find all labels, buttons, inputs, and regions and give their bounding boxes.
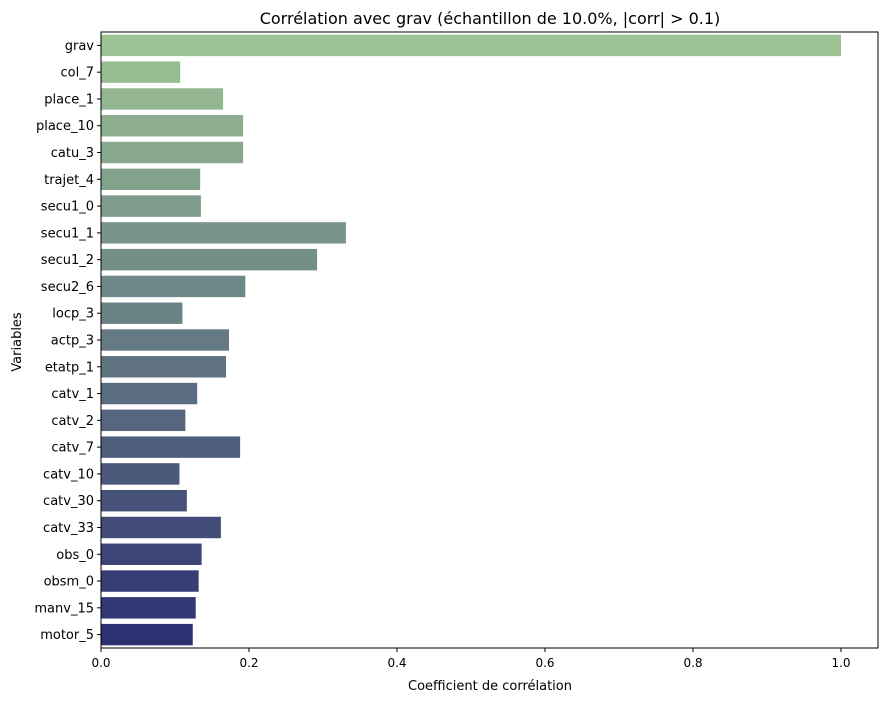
y-tick-label-secu2_6: secu2_6 [41,280,94,295]
y-tick-label-obsm_0: obsm_0 [44,575,94,590]
bar-catv_30 [101,489,187,512]
bar-etatp_1 [101,356,227,378]
y-tick-label-catv_10: catv_10 [43,467,94,482]
y-tick-label-place_10: place_10 [36,119,94,134]
bar-locp_3 [101,302,183,324]
y-tick-label-catv_7: catv_7 [51,441,94,456]
y-tick-label-locp_3: locp_3 [52,307,94,322]
y-tick-labels: grav col_7 place_1 place_10 catu_3 trajet_4se… [34,39,101,643]
y-tick-label-catv_2: catv_2 [51,414,94,429]
x-tick-label: 0.4 [387,656,406,670]
x-tick-label: 0.6 [535,656,554,670]
bar-secu1_0 [101,195,201,217]
bar-catv_7 [101,436,241,458]
y-tick-label-obs_0: obs_0 [56,548,94,563]
x-tick-label: 0.0 [91,656,110,670]
bar-col_7 [101,61,181,83]
bar-place_1 [101,88,224,110]
y-tick-label-trajet_4: trajet_4 [44,173,94,188]
y-tick-label-etatp_1: etatp_1 [45,360,94,375]
bar-secu2_6 [101,275,246,298]
x-axis-label: Coefficient de corrélation [408,679,572,694]
y-tick-label-manv_15: manv_15 [34,601,94,616]
bar-actp_3 [101,329,230,351]
bars-group [101,34,841,646]
bar-manv_15 [101,597,196,619]
bar-catv_2 [101,409,186,432]
bar-obsm_0 [101,570,199,592]
bar-catv_33 [101,516,221,539]
y-tick-label-col_7: col_7 [61,66,94,81]
y-tick-label-secu1_1: secu1_1 [41,226,94,241]
y-tick-label-actp_3: actp_3 [51,334,94,349]
bar-catv_1 [101,382,198,405]
bar-grav [101,34,841,57]
bar-place_10 [101,115,244,137]
y-tick-label-catv_1: catv_1 [51,387,94,402]
x-tick-labels: 0.0 0.2 0.4 0.6 0.8 1.0 [91,648,851,670]
y-tick-label-catu_3: catu_3 [51,146,94,161]
x-tick-label: 1.0 [831,656,850,670]
bar-obs_0 [101,543,202,565]
y-tick-label-catv_30: catv_30 [43,494,94,509]
y-tick-label-catv_33: catv_33 [43,521,94,536]
bar-motor_5 [101,623,193,646]
x-tick-label: 0.2 [239,656,258,670]
bar-secu1_2 [101,248,318,271]
bar-catv_10 [101,463,180,485]
y-tick-label-motor_5: motor_5 [40,628,94,643]
bar-catu_3 [101,141,244,164]
y-tick-label-secu1_2: secu1_2 [41,253,94,268]
y-tick-label-secu1_0: secu1_0 [41,200,94,215]
axes-frame [100,31,879,649]
bar-secu1_1 [101,222,346,244]
y-axis-label: Variables [10,312,25,372]
y-tick-label-place_1: place_1 [44,92,94,107]
bar-trajet_4 [101,168,201,191]
y-tick-label-grav: grav [65,39,95,54]
x-tick-label: 0.8 [683,656,702,670]
chart-title: Corrélation avec grav (échantillon de 10… [260,9,721,28]
